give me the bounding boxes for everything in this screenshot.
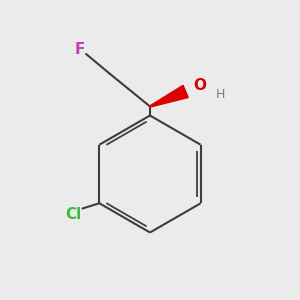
Polygon shape [150, 85, 188, 107]
Text: Cl: Cl [65, 207, 82, 222]
Text: F: F [74, 42, 85, 57]
Text: H: H [216, 88, 225, 101]
Text: O: O [193, 78, 206, 93]
